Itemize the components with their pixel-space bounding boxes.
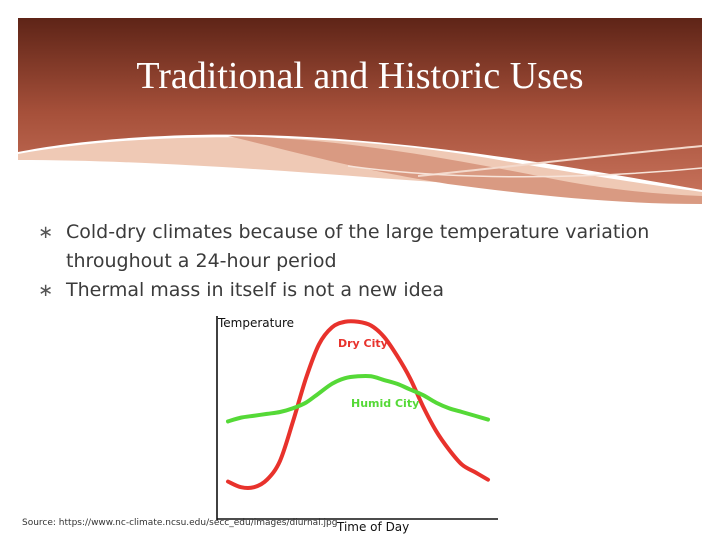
banner-swoosh-line [417, 145, 702, 177]
source-citation: Source: https://www.nc-climate.ncsu.edu/… [22, 518, 338, 528]
banner-swoosh-mid [228, 136, 702, 204]
series-line-humid-city [226, 373, 490, 424]
series-line-dry-city [226, 319, 490, 491]
banner-swoosh-line-2 [347, 165, 702, 178]
bullet-item: ∗ Cold-dry climates because of the large… [38, 218, 678, 276]
bullet-text: Cold-dry climates because of the large t… [66, 221, 650, 272]
y-axis-label: Temperature [217, 316, 294, 330]
bullet-list: ∗ Cold-dry climates because of the large… [38, 218, 678, 305]
bullet-asterisk-icon: ∗ [38, 280, 54, 301]
series-label-humid-city: Humid City [351, 397, 419, 410]
title-banner [18, 18, 702, 204]
banner-background [18, 18, 702, 190]
page-title: Traditional and Historic Uses [136, 55, 584, 97]
bullet-asterisk-icon: ∗ [38, 222, 54, 243]
bullet-text: Thermal mass in itself is not a new idea [66, 279, 444, 301]
series-label-dry-city: Dry City [338, 337, 388, 350]
diurnal-temperature-chart: Temperature Time of Day Dry City Humid C… [216, 316, 498, 534]
x-axis-label: Time of Day [336, 520, 409, 534]
bullet-item: ∗ Thermal mass in itself is not a new id… [38, 276, 678, 305]
